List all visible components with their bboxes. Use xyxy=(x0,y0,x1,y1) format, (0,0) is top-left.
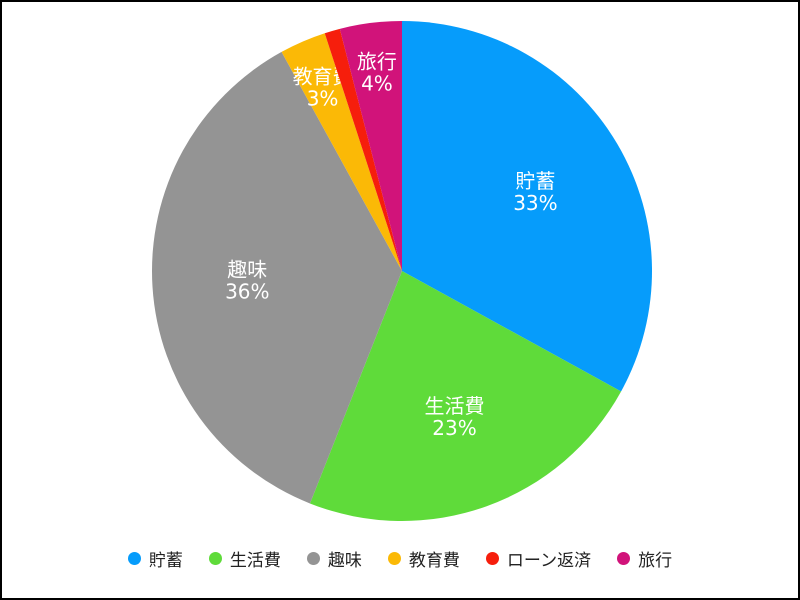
slice-percent-5: 4% xyxy=(361,72,393,96)
pie-slice-1 xyxy=(309,271,622,521)
legend-item-5: 旅行 xyxy=(617,546,672,571)
pie-slice-2 xyxy=(151,51,402,504)
pie-slice-3 xyxy=(281,33,402,271)
slice-name-1: 生活費 xyxy=(425,394,485,418)
slice-percent-3: 3% xyxy=(307,86,339,110)
legend-item-2: 趣味 xyxy=(306,546,362,571)
legend-dot-icon xyxy=(485,551,499,565)
legend-item-1: 生活費 xyxy=(208,546,281,571)
legend-item-0: 貯蓄 xyxy=(127,546,183,571)
slice-label-1: 生活費 23% xyxy=(425,394,485,440)
slice-name-0: 貯蓄 xyxy=(515,169,555,193)
legend-item-4: ローン返済 xyxy=(485,546,592,571)
pie-slice-5 xyxy=(339,21,402,271)
slice-label-0: 貯蓄 33% xyxy=(513,169,557,215)
legend-label: 生活費 xyxy=(229,550,281,571)
slice-percent-0: 33% xyxy=(513,191,557,215)
legend-dot-icon xyxy=(208,551,222,565)
pie-chart: 貯蓄 33%生活費 23%趣味 36%教育費 3%旅行 4% xyxy=(151,21,653,521)
legend: 貯蓄 生活費 趣味 教育費 ローン返済 旅行 xyxy=(2,542,798,574)
legend-label: ローン返済 xyxy=(506,550,592,571)
legend-item-3: 教育費 xyxy=(387,546,460,571)
slice-percent-2: 36% xyxy=(225,280,269,304)
legend-label: 教育費 xyxy=(408,550,460,571)
legend-dot-icon xyxy=(127,551,141,565)
legend-dot-icon xyxy=(387,551,401,565)
slice-name-2: 趣味 xyxy=(227,258,267,282)
pie-slice-0 xyxy=(402,21,653,392)
legend-dot-icon xyxy=(306,551,320,565)
slice-percent-1: 23% xyxy=(432,416,476,440)
slice-name-5: 旅行 xyxy=(357,50,397,74)
legend-label: 趣味 xyxy=(327,550,362,571)
legend-label: 貯蓄 xyxy=(148,550,183,571)
slice-label-2: 趣味 36% xyxy=(225,258,269,304)
legend-label: 旅行 xyxy=(638,550,673,571)
pie-slice-4 xyxy=(324,28,402,271)
legend-dot-icon xyxy=(617,551,631,565)
slice-label-5: 旅行 4% xyxy=(357,50,397,96)
